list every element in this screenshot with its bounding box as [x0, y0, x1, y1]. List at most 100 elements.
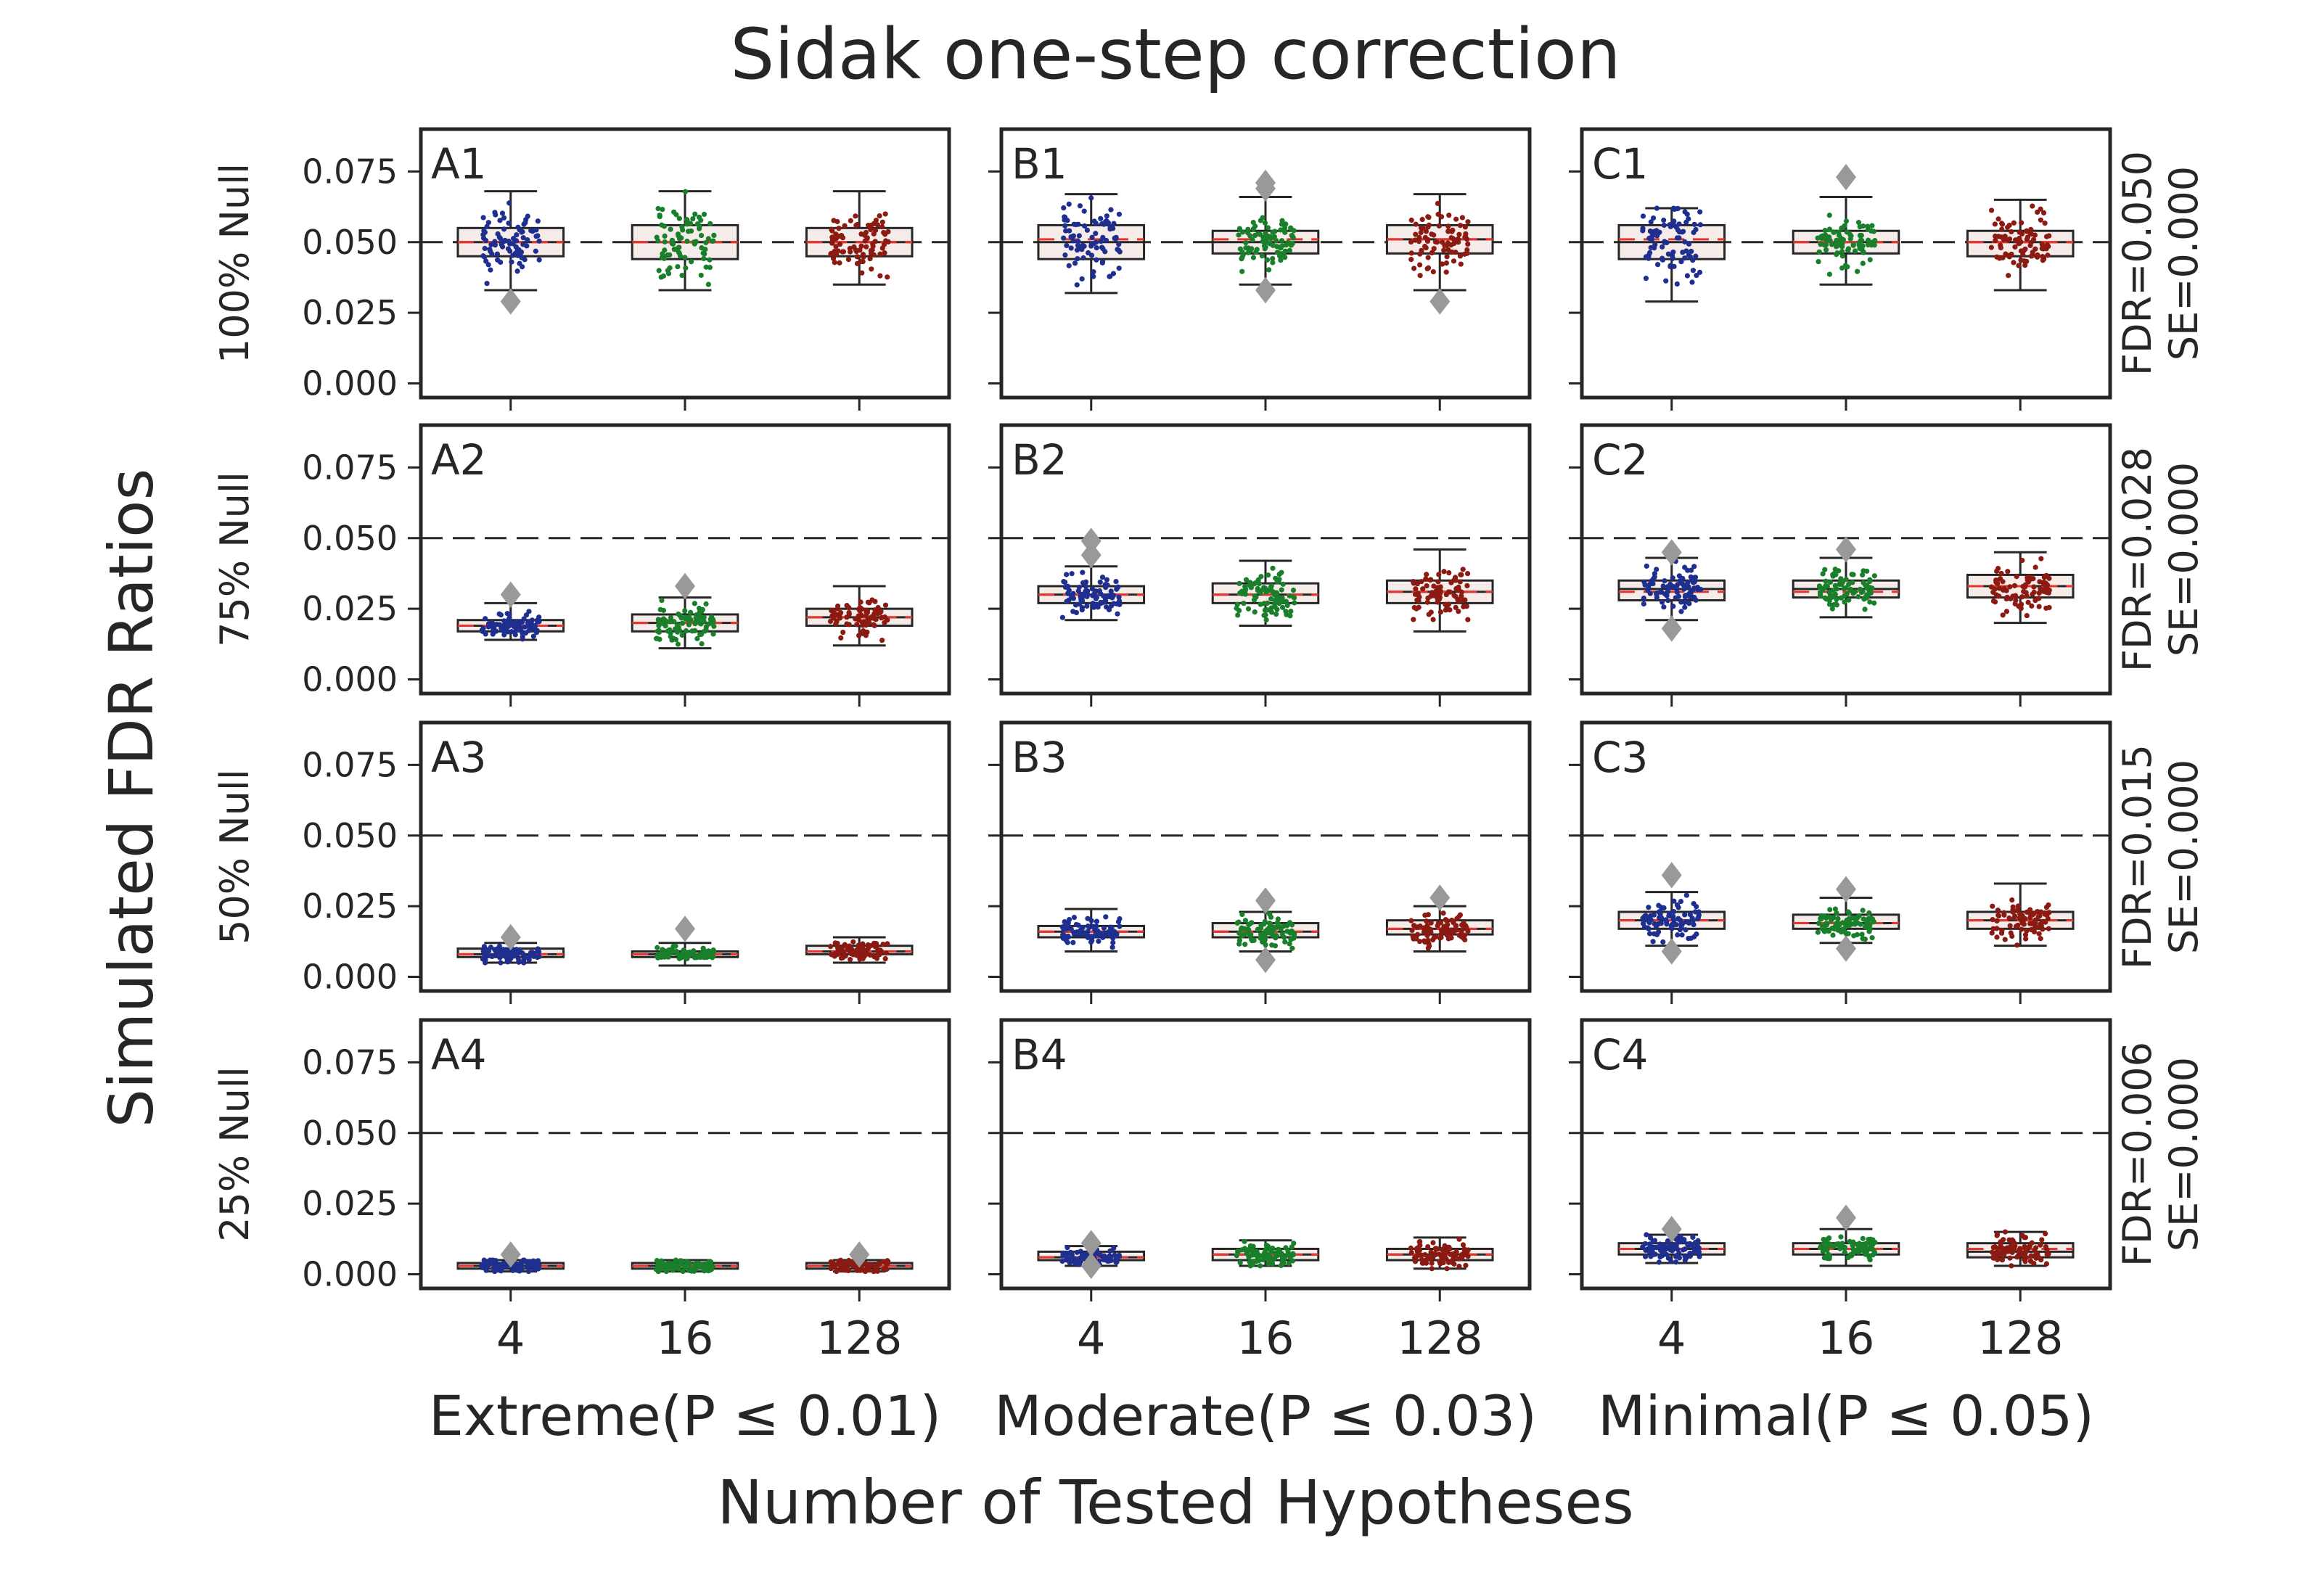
sample-point: [841, 949, 847, 955]
sample-point: [1640, 213, 1646, 219]
box-b1-4: [1037, 193, 1146, 295]
sample-point: [1423, 576, 1429, 582]
sample-point: [1998, 570, 2004, 577]
sample-point: [1439, 239, 1445, 245]
sample-point: [1998, 1239, 2003, 1245]
sample-point: [488, 267, 493, 273]
sample-point: [1461, 251, 1467, 257]
sample-point: [2024, 234, 2031, 240]
sample-points: [1988, 556, 2052, 619]
sample-point: [1670, 205, 1677, 211]
sample-point: [1697, 222, 1703, 228]
sample-point: [2024, 928, 2030, 934]
sample-point: [1437, 609, 1444, 615]
sample-point: [1660, 583, 1666, 589]
panel-label: B2: [1012, 435, 1067, 485]
sample-point: [1079, 604, 1085, 611]
sample-point: [1290, 587, 1297, 593]
sample-point: [1259, 253, 1265, 259]
sample-point: [829, 240, 835, 246]
sample-point: [1817, 585, 1823, 591]
sample-point: [678, 235, 684, 241]
sample-point: [671, 209, 677, 215]
box-a2-16: [631, 572, 739, 650]
sample-point: [1447, 1246, 1453, 1251]
sample-point: [2011, 260, 2017, 266]
sample-point: [686, 622, 692, 628]
sample-point: [1059, 1258, 1065, 1264]
sample-point: [1861, 568, 1866, 574]
sample-point: [1462, 234, 1468, 240]
sample-point: [1264, 257, 1271, 263]
sample-point: [1278, 258, 1284, 263]
sample-point: [1992, 586, 1998, 592]
sample-point: [1435, 579, 1441, 585]
sample-point: [1426, 612, 1432, 617]
sample-point: [881, 229, 887, 236]
sample-point: [1460, 1242, 1466, 1248]
sample-point: [1265, 572, 1271, 578]
sample-point: [1435, 1246, 1440, 1252]
sample-point: [499, 210, 506, 216]
sample-point: [1276, 577, 1282, 583]
sample-point: [1855, 915, 1861, 921]
sample-point: [837, 1267, 842, 1272]
sample-point: [1106, 593, 1112, 598]
sample-point: [692, 952, 697, 958]
sample-point: [2018, 258, 2024, 263]
sample-point: [1428, 1249, 1434, 1255]
sample-point: [1834, 252, 1839, 258]
box-a2-128: [805, 585, 914, 647]
sample-point: [1863, 1241, 1869, 1246]
sample-point: [1258, 922, 1264, 928]
sample-point: [1690, 268, 1696, 273]
sample-point: [1236, 232, 1242, 238]
panel-frame: [419, 423, 951, 696]
sample-point: [526, 628, 532, 633]
sample-point: [1996, 1251, 2003, 1257]
sample-point: [2043, 905, 2050, 910]
sample-point: [1089, 937, 1095, 944]
sample-point: [881, 242, 887, 247]
sample-point: [1416, 262, 1423, 268]
sample-point: [1819, 913, 1825, 919]
sample-point: [1671, 218, 1677, 224]
outlier-marker: [1255, 946, 1276, 974]
sample-point: [875, 947, 881, 953]
sample-point: [1247, 931, 1253, 937]
sample-point: [2009, 229, 2014, 235]
sample-point: [842, 223, 848, 229]
outlier-marker: [1255, 276, 1276, 304]
sample-point: [655, 628, 660, 634]
sample-point: [678, 1262, 684, 1267]
x-tick-label: 4: [1657, 1312, 1686, 1365]
sample-point: [1417, 1238, 1423, 1245]
box-b3-128: [1385, 884, 1494, 953]
sample-point: [514, 268, 520, 274]
sample-point: [1648, 219, 1654, 225]
sample-point: [1826, 1243, 1831, 1249]
sample-point: [2038, 585, 2043, 592]
sample-point: [833, 244, 839, 250]
sample-point: [1414, 597, 1420, 603]
sample-point: [1866, 929, 1872, 934]
sample-point: [1279, 238, 1285, 244]
sample-point: [526, 609, 532, 614]
sample-point: [1077, 203, 1083, 209]
sample-point: [692, 620, 699, 625]
sample-point: [1834, 237, 1839, 243]
sample-point: [854, 221, 860, 228]
sample-point: [692, 1263, 698, 1270]
sample-point: [1116, 211, 1123, 217]
sample-point: [498, 960, 504, 966]
sample-point: [2009, 1263, 2014, 1269]
sample-point: [1108, 207, 1114, 213]
sample-point: [1445, 1259, 1452, 1265]
sample-point: [530, 229, 536, 234]
row-label: 75% Null: [212, 472, 258, 647]
sample-point: [1413, 586, 1419, 592]
sample-point: [507, 618, 514, 625]
sample-point: [1691, 921, 1697, 928]
sample-point: [1456, 239, 1461, 245]
sample-point: [1288, 242, 1295, 248]
